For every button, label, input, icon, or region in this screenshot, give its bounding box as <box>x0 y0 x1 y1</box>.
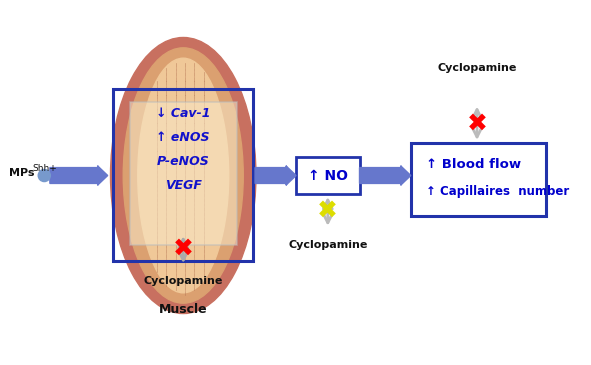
FancyBboxPatch shape <box>130 102 238 245</box>
FancyArrow shape <box>50 166 108 185</box>
Text: Cyclopamine: Cyclopamine <box>437 63 517 73</box>
Circle shape <box>38 169 50 181</box>
Text: ✖: ✖ <box>466 111 488 135</box>
FancyBboxPatch shape <box>411 143 546 216</box>
Ellipse shape <box>138 58 229 293</box>
Text: ✖: ✖ <box>317 199 338 223</box>
Text: Cyclopamine: Cyclopamine <box>288 240 368 250</box>
Text: ↑ NO: ↑ NO <box>308 169 348 182</box>
Text: ↑ eNOS: ↑ eNOS <box>157 131 210 144</box>
FancyArrow shape <box>359 166 411 185</box>
Ellipse shape <box>111 38 256 314</box>
Text: ↑ Blood flow: ↑ Blood flow <box>426 158 521 171</box>
Text: P-eNOS: P-eNOS <box>157 155 210 168</box>
Text: VEGF: VEGF <box>165 179 202 192</box>
Text: Muscle: Muscle <box>159 303 207 316</box>
Text: Cyclopamine: Cyclopamine <box>144 276 223 286</box>
Text: ↑ Capillaires  number: ↑ Capillaires number <box>426 185 569 198</box>
FancyArrow shape <box>255 166 296 185</box>
Text: Shh+: Shh+ <box>32 164 57 173</box>
Text: MPs: MPs <box>9 168 34 178</box>
FancyBboxPatch shape <box>296 157 359 194</box>
Text: ✖: ✖ <box>173 237 194 261</box>
Text: ↓ Cav-1: ↓ Cav-1 <box>156 107 210 119</box>
Ellipse shape <box>124 48 243 303</box>
